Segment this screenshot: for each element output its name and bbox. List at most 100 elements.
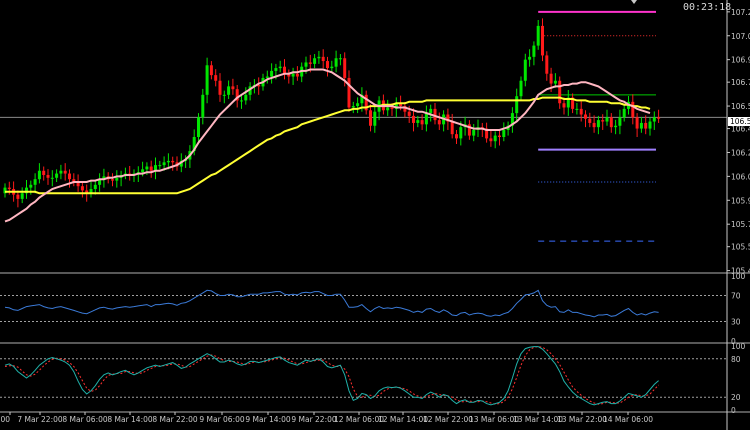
candle-body [601,120,605,122]
y-tick-label: 105.91 [731,196,750,205]
candle-body [158,165,162,167]
candle-body [575,108,579,110]
candle-body [42,170,46,175]
stoch-tick-label: 100 [731,342,746,351]
candle-body [528,56,532,60]
candle-body [553,80,557,84]
candle-body [205,65,209,95]
candle-body [295,73,299,77]
candle-body [89,189,93,194]
candle-body [231,86,235,90]
candle-body [192,137,196,152]
candle-body [420,120,424,125]
rsi-tick-label: 70 [731,292,741,301]
candle-body [166,160,170,163]
candle-body [244,94,248,101]
candle-body [308,62,312,64]
candle-body [618,117,622,126]
candle-body [356,103,360,107]
candle-body [498,135,501,137]
x-tick-label: 13 Mar 06:00 [469,415,519,424]
x-tick-label: 9 Mar 14:00 [245,415,291,424]
candle-body [489,138,493,142]
sma-slow-line [5,96,651,195]
candle-body [652,117,656,122]
candle-body [584,114,587,119]
candle-body [424,113,428,125]
candle-body [80,186,84,191]
candle-body [347,77,351,108]
candle-body [145,166,149,170]
candle-body [343,58,347,78]
candle-body [197,117,200,137]
candle-body [283,66,286,74]
candle-body [450,121,454,135]
y-tick-label: 106.58 [731,102,750,111]
sma-fast-line [4,68,651,223]
candle-body [519,80,523,97]
rsi-panel[interactable]: 100 70 30 0 [0,272,750,346]
candle-body [171,160,175,163]
x-tick-label: 9 Mar 22:00 [291,415,337,424]
candle-body [25,187,28,194]
candle-body [270,70,274,77]
candle-body [614,125,618,128]
stoch-main-line [4,346,659,406]
candle-body [59,170,63,174]
candle-body [510,113,514,126]
candle-body [111,179,114,181]
candle-body [63,170,67,174]
time-axis: 7 Mar 14:00 7 Mar 22:008 Mar 06:008 Mar 1… [0,412,653,424]
candle-body [7,187,11,190]
candle-body [399,103,403,107]
candle-body [523,59,527,81]
candle-body [407,111,411,116]
candle-body [321,56,325,62]
rsi-tick-label: 0 [731,337,736,346]
shift-marker-icon [631,0,637,4]
candle-body [115,177,119,181]
candle-body [459,127,463,139]
candle-body [209,65,213,76]
candle-body [373,111,377,126]
candle-body [566,97,570,108]
candle-body [179,160,183,167]
candle-body [141,169,145,173]
candle-body [639,122,643,129]
x-tick-label: 14 Mar 06:00 [603,415,653,424]
candle-body [622,108,626,118]
candle-body [93,184,97,190]
candle-body [390,107,394,109]
y-tick-label: 105.41 [731,267,750,276]
candle-body [338,58,342,60]
candle-body [50,177,54,179]
candle-body [364,94,368,111]
candle-body [562,103,566,108]
candle-body [76,182,80,187]
candle-body [631,101,635,118]
candle-body [536,25,540,46]
candle-body [317,56,321,59]
candle-body [240,100,243,102]
candle-body [648,121,652,129]
candle-body [29,184,33,188]
candle-body [278,66,282,69]
candle-body [532,45,536,57]
candle-body [222,94,226,96]
candle-body [334,58,338,67]
candle-body [257,84,261,87]
price-panel[interactable]: 107.25107.08106.91106.75106.58106.42106.… [0,0,750,276]
candle-body [351,106,355,108]
x-tick-label: 7 Mar 14:00 [0,415,10,424]
current-price-box [728,117,750,126]
candle-body [579,108,583,115]
x-tick-label: 7 Mar 22:00 [17,415,63,424]
candle-body [162,162,166,166]
candle-body [304,62,308,67]
y-tick-label: 105.74 [731,220,750,229]
candle-body [493,135,497,142]
candle-body [68,173,71,180]
candle-body [386,107,390,111]
